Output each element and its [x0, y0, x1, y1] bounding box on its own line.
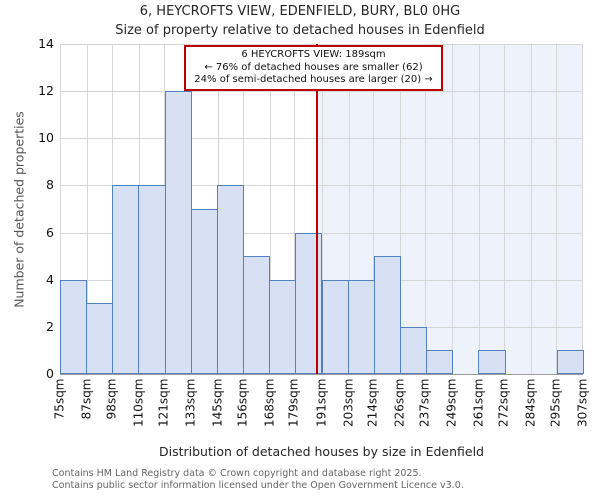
x-tick-label: 133sqm	[183, 378, 198, 427]
x-tick-label: 121sqm	[156, 378, 171, 427]
v-gridline	[269, 44, 271, 374]
v-gridline	[87, 44, 89, 374]
subject-property-marker-line	[316, 44, 318, 374]
y-tick-label: 6	[46, 224, 54, 240]
annotation-larger-stat: 24% of semi-detached houses are larger (…	[194, 74, 433, 85]
x-tick-label: 168sqm	[262, 378, 277, 427]
histogram-bar	[164, 91, 192, 374]
x-tick-label: 203sqm	[341, 378, 356, 427]
x-tick-label: 226sqm	[392, 378, 407, 427]
plot-area	[60, 44, 584, 375]
x-tick-label: 75sqm	[52, 378, 67, 420]
v-gridline	[504, 44, 506, 374]
histogram-bar	[478, 350, 506, 374]
x-tick-label: 284sqm	[523, 378, 538, 427]
v-gridline	[294, 44, 296, 374]
histogram-bar	[399, 326, 428, 374]
histogram-bar	[373, 256, 401, 374]
y-tick-label: 0	[46, 366, 54, 381]
x-axis-title: Distribution of detached houses by size …	[159, 444, 484, 459]
y-tick-label: 14	[38, 36, 54, 51]
x-tick-label: 237sqm	[417, 378, 432, 427]
histogram-bar	[321, 279, 349, 374]
histogram-bar	[190, 209, 218, 374]
x-tick-label: 87sqm	[79, 378, 94, 420]
x-axis-line	[60, 374, 583, 375]
x-tick-label: 295sqm	[548, 378, 563, 427]
x-tick-label: 156sqm	[235, 378, 250, 427]
histogram-bar	[60, 279, 88, 374]
v-gridline	[400, 44, 402, 374]
y-tick-label: 8	[46, 177, 54, 193]
footer-attribution: Contains HM Land Registry data © Crown c…	[52, 468, 464, 491]
x-tick-label: 179sqm	[286, 378, 301, 427]
x-tick-label: 145sqm	[210, 378, 225, 427]
y-tick-label: 4	[46, 271, 54, 287]
v-gridline	[531, 44, 533, 374]
x-tick-label: 191sqm	[314, 378, 328, 427]
y-tick-label: 12	[38, 83, 54, 99]
histogram-bar	[347, 279, 375, 374]
y-tick-label: 2	[46, 318, 54, 334]
histogram-bar	[295, 232, 323, 374]
v-gridline	[582, 44, 583, 374]
v-gridline	[373, 44, 375, 374]
v-gridline	[321, 44, 323, 374]
v-gridline	[348, 44, 350, 374]
histogram-bar	[138, 185, 166, 374]
footer-line-2: Contains public sector information licen…	[52, 479, 464, 491]
y-tick-label: 10	[38, 130, 54, 146]
x-tick-label: 110sqm	[131, 378, 146, 427]
chart-title: 6, HEYCROFTS VIEW, EDENFIELD, BURY, BL0 …	[139, 4, 461, 19]
x-tick-label: 98sqm	[104, 378, 119, 420]
histogram-bar	[556, 350, 584, 374]
annotation-property-label: 6 HEYCROFTS VIEW: 189sqm	[241, 49, 386, 60]
x-tick-label: 307sqm	[575, 378, 590, 427]
histogram-bar	[86, 303, 114, 374]
histogram-bar	[216, 185, 245, 374]
v-gridline	[555, 44, 557, 374]
histogram-bar	[112, 185, 140, 374]
x-tick-label: 214sqm	[365, 378, 380, 427]
v-gridline	[479, 44, 481, 374]
histogram-bar	[243, 256, 271, 374]
histogram-bar	[269, 279, 297, 374]
annotation-smaller-stat: ← 76% of detached houses are smaller (62…	[204, 61, 423, 73]
v-gridline	[425, 44, 427, 374]
footer-line-1: Contains HM Land Registry data © Crown c…	[52, 468, 422, 479]
annotation-box: 6 HEYCROFTS VIEW: 189sqm ← 76% of detach…	[184, 45, 443, 91]
v-gridline	[60, 44, 61, 374]
v-gridline	[452, 44, 454, 374]
x-tick-label: 249sqm	[444, 378, 459, 427]
x-tick-label: 261sqm	[471, 378, 486, 427]
x-tick-label: 272sqm	[496, 378, 511, 427]
chart-subtitle: Size of property relative to detached ho…	[115, 23, 485, 38]
histogram-bar	[426, 350, 454, 374]
